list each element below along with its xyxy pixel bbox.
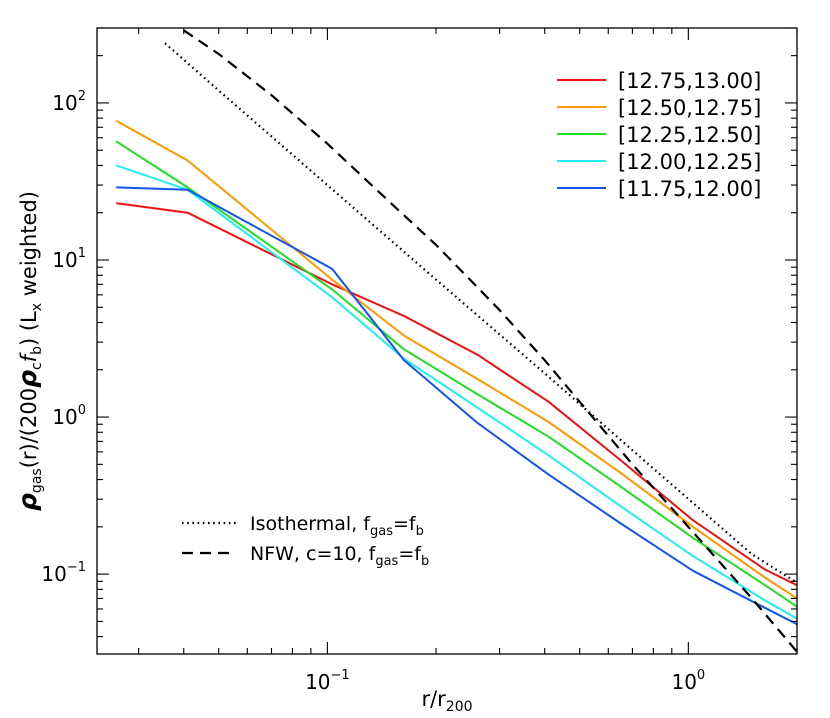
legend-style-label: NFW, c=10, fgas=fb bbox=[250, 543, 429, 569]
y-label-c-sub: c bbox=[29, 362, 45, 370]
y-tick-label-exp: 1 bbox=[78, 246, 86, 261]
y-tick-label-base: 10 bbox=[41, 562, 66, 586]
legend-style-text: =f bbox=[398, 543, 422, 565]
plot-frame bbox=[96, 27, 798, 655]
x-axis-label-main: r/r bbox=[421, 687, 446, 711]
series-line-1 bbox=[115, 119, 797, 600]
series-line-2 bbox=[115, 140, 797, 608]
y-label-mid2: ) (L bbox=[17, 311, 41, 346]
legend-style-sub: b bbox=[416, 524, 424, 539]
y-tick-label-exp: −1 bbox=[67, 560, 86, 575]
y-tick-label-exp: 2 bbox=[78, 89, 86, 104]
x-tick-label: 100 bbox=[671, 668, 705, 694]
y-label-rho-2: ρ bbox=[13, 370, 42, 388]
y-tick-label-base: 10 bbox=[52, 91, 77, 115]
legend-label: [12.50,12.75] bbox=[618, 96, 761, 120]
y-tick-label-exp: 0 bbox=[78, 403, 86, 418]
legend-label: [11.75,12.00] bbox=[618, 177, 761, 201]
axis-ticks bbox=[97, 27, 798, 654]
legend-style-sub: gas bbox=[370, 524, 393, 539]
x-axis-label-sub: 200 bbox=[446, 699, 473, 715]
y-tick-label: 100 bbox=[52, 403, 86, 429]
legend-label: [12.75,13.00] bbox=[618, 69, 761, 93]
y-tick-label: 101 bbox=[52, 246, 86, 272]
legend-style-label: Isothermal, fgas=fb bbox=[250, 513, 424, 539]
y-label-mid1: (r)/(200 bbox=[17, 388, 41, 468]
legend-style-text: Isothermal, f bbox=[250, 513, 371, 535]
y-axis-label: ρgas(r)/(200ρcfb) (Lx weighted) bbox=[13, 191, 45, 511]
legend: [12.75,13.00] [12.50,12.75] [12.25,12.50] [… bbox=[557, 69, 761, 201]
x-tick-label-base: 10 bbox=[671, 670, 696, 694]
legend-style-sub: b bbox=[421, 554, 429, 569]
legend-style-text: NFW, c=10, f bbox=[250, 543, 377, 565]
y-tick-label: 10−1 bbox=[41, 560, 86, 586]
x-tick-label-exp: −1 bbox=[331, 668, 350, 683]
y-label-f: f bbox=[17, 351, 41, 362]
x-tick-label: 10−1 bbox=[305, 668, 350, 694]
y-tick-label-base: 10 bbox=[52, 405, 77, 429]
y-label-rho: ρ bbox=[13, 493, 42, 511]
legend-style-text: =f bbox=[393, 513, 417, 535]
y-label-gas-sub: gas bbox=[29, 468, 45, 493]
x-tick-label-base: 10 bbox=[305, 670, 330, 694]
legend-label: [12.00,12.25] bbox=[618, 150, 761, 174]
y-tick-label-base: 10 bbox=[52, 248, 77, 272]
x-axis-label: r/r200 bbox=[421, 687, 472, 715]
series-line-0 bbox=[116, 202, 797, 587]
y-tick-label: 102 bbox=[52, 89, 86, 115]
series-line-6 bbox=[183, 29, 797, 653]
x-tick-label-exp: 0 bbox=[697, 668, 705, 683]
legend-style-sub: gas bbox=[375, 554, 398, 569]
y-label-end: weighted) bbox=[17, 191, 41, 303]
series-line-4 bbox=[116, 186, 797, 626]
plot-lines bbox=[115, 29, 797, 653]
series-line-3 bbox=[115, 164, 797, 620]
y-label-b-sub: b bbox=[29, 346, 45, 355]
legend-label: [12.25,12.50] bbox=[618, 123, 761, 147]
y-label-x-sub: x bbox=[29, 303, 45, 311]
